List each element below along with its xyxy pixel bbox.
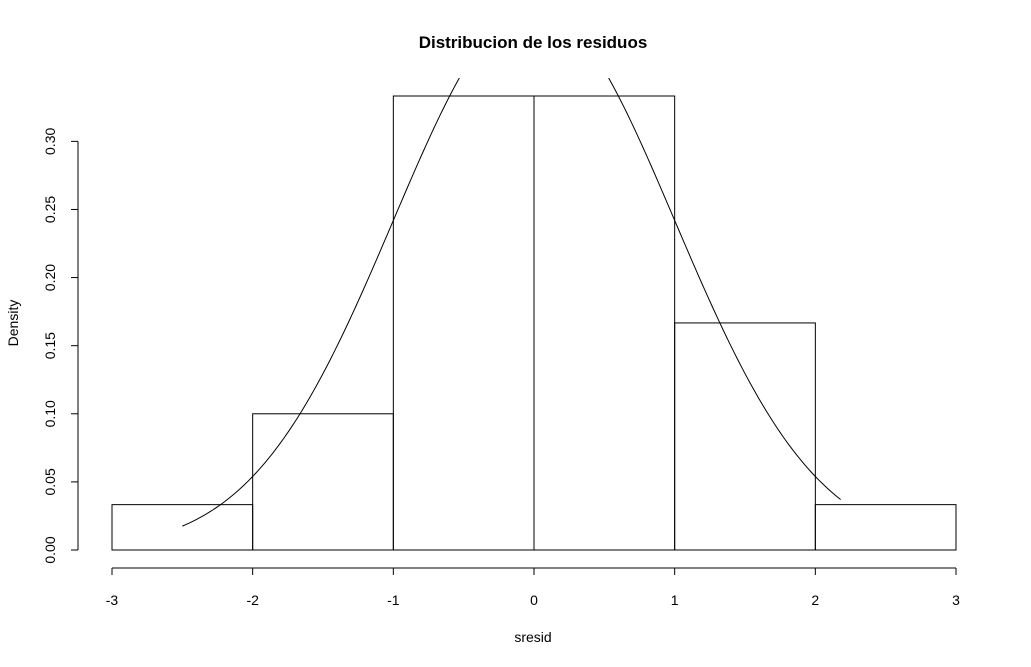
x-tick-label: 0 bbox=[530, 592, 538, 608]
y-tick-label: 0.30 bbox=[42, 128, 58, 155]
histogram-bar-4 bbox=[533, 95, 676, 551]
x-tick-label: -1 bbox=[387, 592, 400, 608]
x-axis-label: sresid bbox=[514, 629, 551, 645]
histogram-bar-1 bbox=[111, 504, 254, 551]
density-curve bbox=[182, 78, 841, 527]
histogram-bar-2 bbox=[252, 413, 394, 551]
y-axis-label: Density bbox=[5, 300, 21, 347]
x-tick-label: 3 bbox=[952, 592, 960, 608]
histogram-bars bbox=[111, 95, 957, 551]
y-tick-label: 0.20 bbox=[42, 264, 58, 291]
density-curve-layer bbox=[182, 78, 841, 527]
y-tick-label: 0.00 bbox=[42, 536, 58, 563]
y-tick-label: 0.10 bbox=[42, 400, 58, 427]
x-tick-label: 2 bbox=[811, 592, 819, 608]
y-axis: 0.00 0.05 0.10 0.15 0.20 0.25 0.30 bbox=[42, 128, 79, 564]
chart-title: Distribucion de los residuos bbox=[419, 33, 648, 52]
histogram-bar-6 bbox=[814, 504, 957, 551]
x-tick-label: -3 bbox=[106, 592, 119, 608]
x-tick-label: -2 bbox=[246, 592, 259, 608]
y-tick-label: 0.25 bbox=[42, 196, 58, 223]
x-axis: -3 -2 -1 0 1 2 3 bbox=[106, 567, 960, 608]
x-tick-label: 1 bbox=[671, 592, 679, 608]
histogram-bar-3 bbox=[392, 95, 535, 551]
y-tick-label: 0.15 bbox=[42, 332, 58, 359]
histogram-bar-5 bbox=[674, 322, 816, 551]
y-tick-label: 0.05 bbox=[42, 468, 58, 495]
